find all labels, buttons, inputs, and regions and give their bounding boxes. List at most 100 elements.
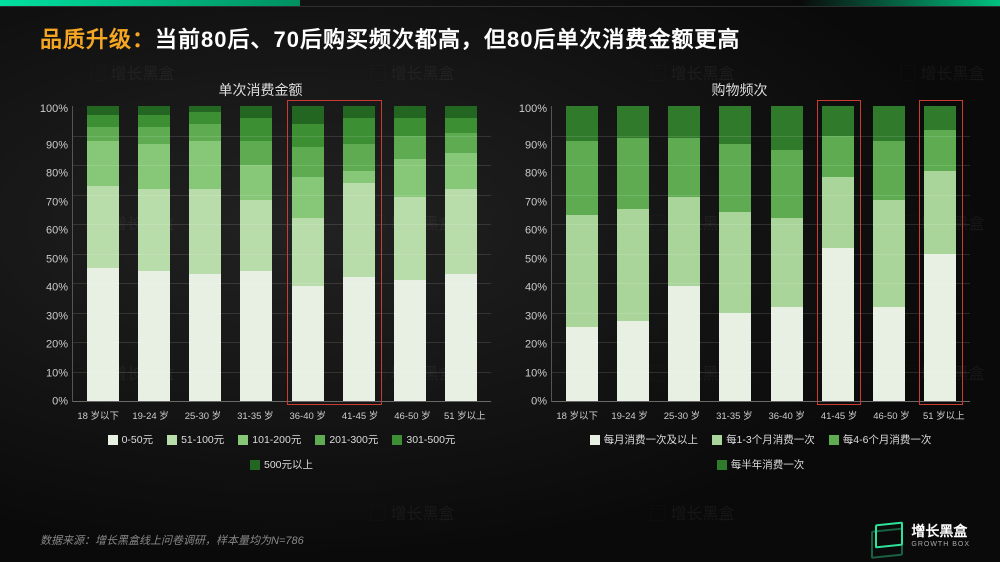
bar-segment [240,200,272,271]
yaxis-tick: 90% [30,140,68,151]
bar-segment [668,286,700,401]
bar-segment [292,218,324,286]
bar-segment [924,106,956,130]
xaxis-tick: 18 岁以下 [551,408,603,422]
bar-segment [138,115,170,127]
yaxis-tick: 50% [509,254,547,265]
yaxis-tick: 0% [30,397,68,408]
legend-label: 每月消费一次及以上 [604,432,699,447]
legend-label: 500元以上 [264,457,313,472]
legend-swatch [238,435,248,445]
bar-column [445,106,477,401]
bar-segment [292,286,324,401]
bar-segment [189,189,221,275]
bar-segment [343,106,375,118]
bar-segment [771,218,803,307]
bar-segment [445,274,477,401]
bar-segment [719,313,751,402]
brand-logo: 增长黑盒 GROWTH BOX [875,521,970,548]
chart-left-legend: 0-50元51-100元101-200元201-300元301-500元500元… [30,432,491,472]
bar-segment [394,159,426,197]
bar-segment [189,124,221,142]
legend-swatch [315,435,325,445]
xaxis-tick: 51 岁以上 [439,408,491,422]
bar-column [873,106,905,401]
bar-segment [343,144,375,171]
bar-segment [873,200,905,306]
legend-item: 每月消费一次及以上 [590,432,699,447]
chart-right-yaxis: 100%90%80%70%60%50%40%30%20%10%0% [509,106,551,402]
bar-segment [617,321,649,401]
legend-item: 500元以上 [250,457,313,472]
yaxis-tick: 50% [30,254,68,265]
yaxis-tick: 30% [30,311,68,322]
yaxis-tick: 80% [30,169,68,180]
yaxis-tick: 10% [509,368,547,379]
legend-swatch [108,435,118,445]
xaxis-tick: 25-30 岁 [177,408,229,422]
source-note: 数据来源：增长黑盒线上问卷调研，样本量均为N=786 [40,532,304,548]
xaxis-tick: 36-40 岁 [761,408,813,422]
bar-segment [617,138,649,209]
bar-segment [617,209,649,321]
legend-label: 0-50元 [122,432,154,447]
legend-label: 101-200元 [252,432,301,447]
bar-segment [394,106,426,118]
bar-column [189,106,221,401]
xaxis-tick: 19-24 岁 [124,408,176,422]
title-prefix: 品质升级： [40,27,155,52]
legend-item: 每4-6个月消费一次 [829,432,932,447]
bar-segment [138,127,170,145]
chart-left-bars [72,106,491,402]
bar-segment [873,106,905,141]
bar-segment [822,136,854,177]
xaxis-tick: 18 岁以下 [72,408,124,422]
chart-right-legend: 每月消费一次及以上每1-3个月消费一次每4-6个月消费一次每半年消费一次 [509,432,970,472]
bar-segment [445,106,477,118]
yaxis-tick: 10% [30,368,68,379]
bar-segment [719,106,751,144]
legend-swatch [392,435,402,445]
xaxis-tick: 41-45 岁 [334,408,386,422]
bar-segment [240,271,272,401]
bar-segment [566,327,598,401]
xaxis-tick: 25-30 岁 [656,408,708,422]
xaxis-tick: 46-50 岁 [865,408,917,422]
bar-column [566,106,598,401]
bar-segment [87,127,119,142]
bar-segment [292,177,324,218]
legend-label: 51-100元 [181,432,224,447]
bar-column [822,106,854,401]
bar-segment [138,106,170,115]
legend-swatch [167,435,177,445]
bar-segment [566,106,598,141]
xaxis-tick: 41-45 岁 [813,408,865,422]
bar-segment [87,106,119,115]
bar-segment [924,254,956,402]
bar-segment [445,189,477,275]
bar-segment [394,280,426,401]
bar-segment [87,186,119,269]
legend-swatch [250,460,260,470]
bar-column [617,106,649,401]
chart-right-bars [551,106,970,402]
bar-segment [138,144,170,188]
bar-segment [343,171,375,183]
bar-segment [394,197,426,280]
bar-segment [822,248,854,401]
bar-segment [771,106,803,150]
yaxis-tick: 60% [30,226,68,237]
bar-column [924,106,956,401]
chart-left-yaxis: 100%90%80%70%60%50%40%30%20%10%0% [30,106,72,402]
bar-segment [343,277,375,401]
legend-swatch [590,435,600,445]
bar-column [394,106,426,401]
top-accent-bar [800,0,1000,6]
bar-segment [822,177,854,248]
bar-segment [240,165,272,200]
bar-segment [343,118,375,145]
logo-cube-icon [875,521,903,548]
title-main: 当前80后、70后购买频次都高，但80后单次消费金额更高 [155,27,740,52]
chart-right-xaxis: 18 岁以下19-24 岁25-30 岁31-35 岁36-40 岁41-45 … [509,408,970,422]
legend-item: 每半年消费一次 [717,457,805,472]
